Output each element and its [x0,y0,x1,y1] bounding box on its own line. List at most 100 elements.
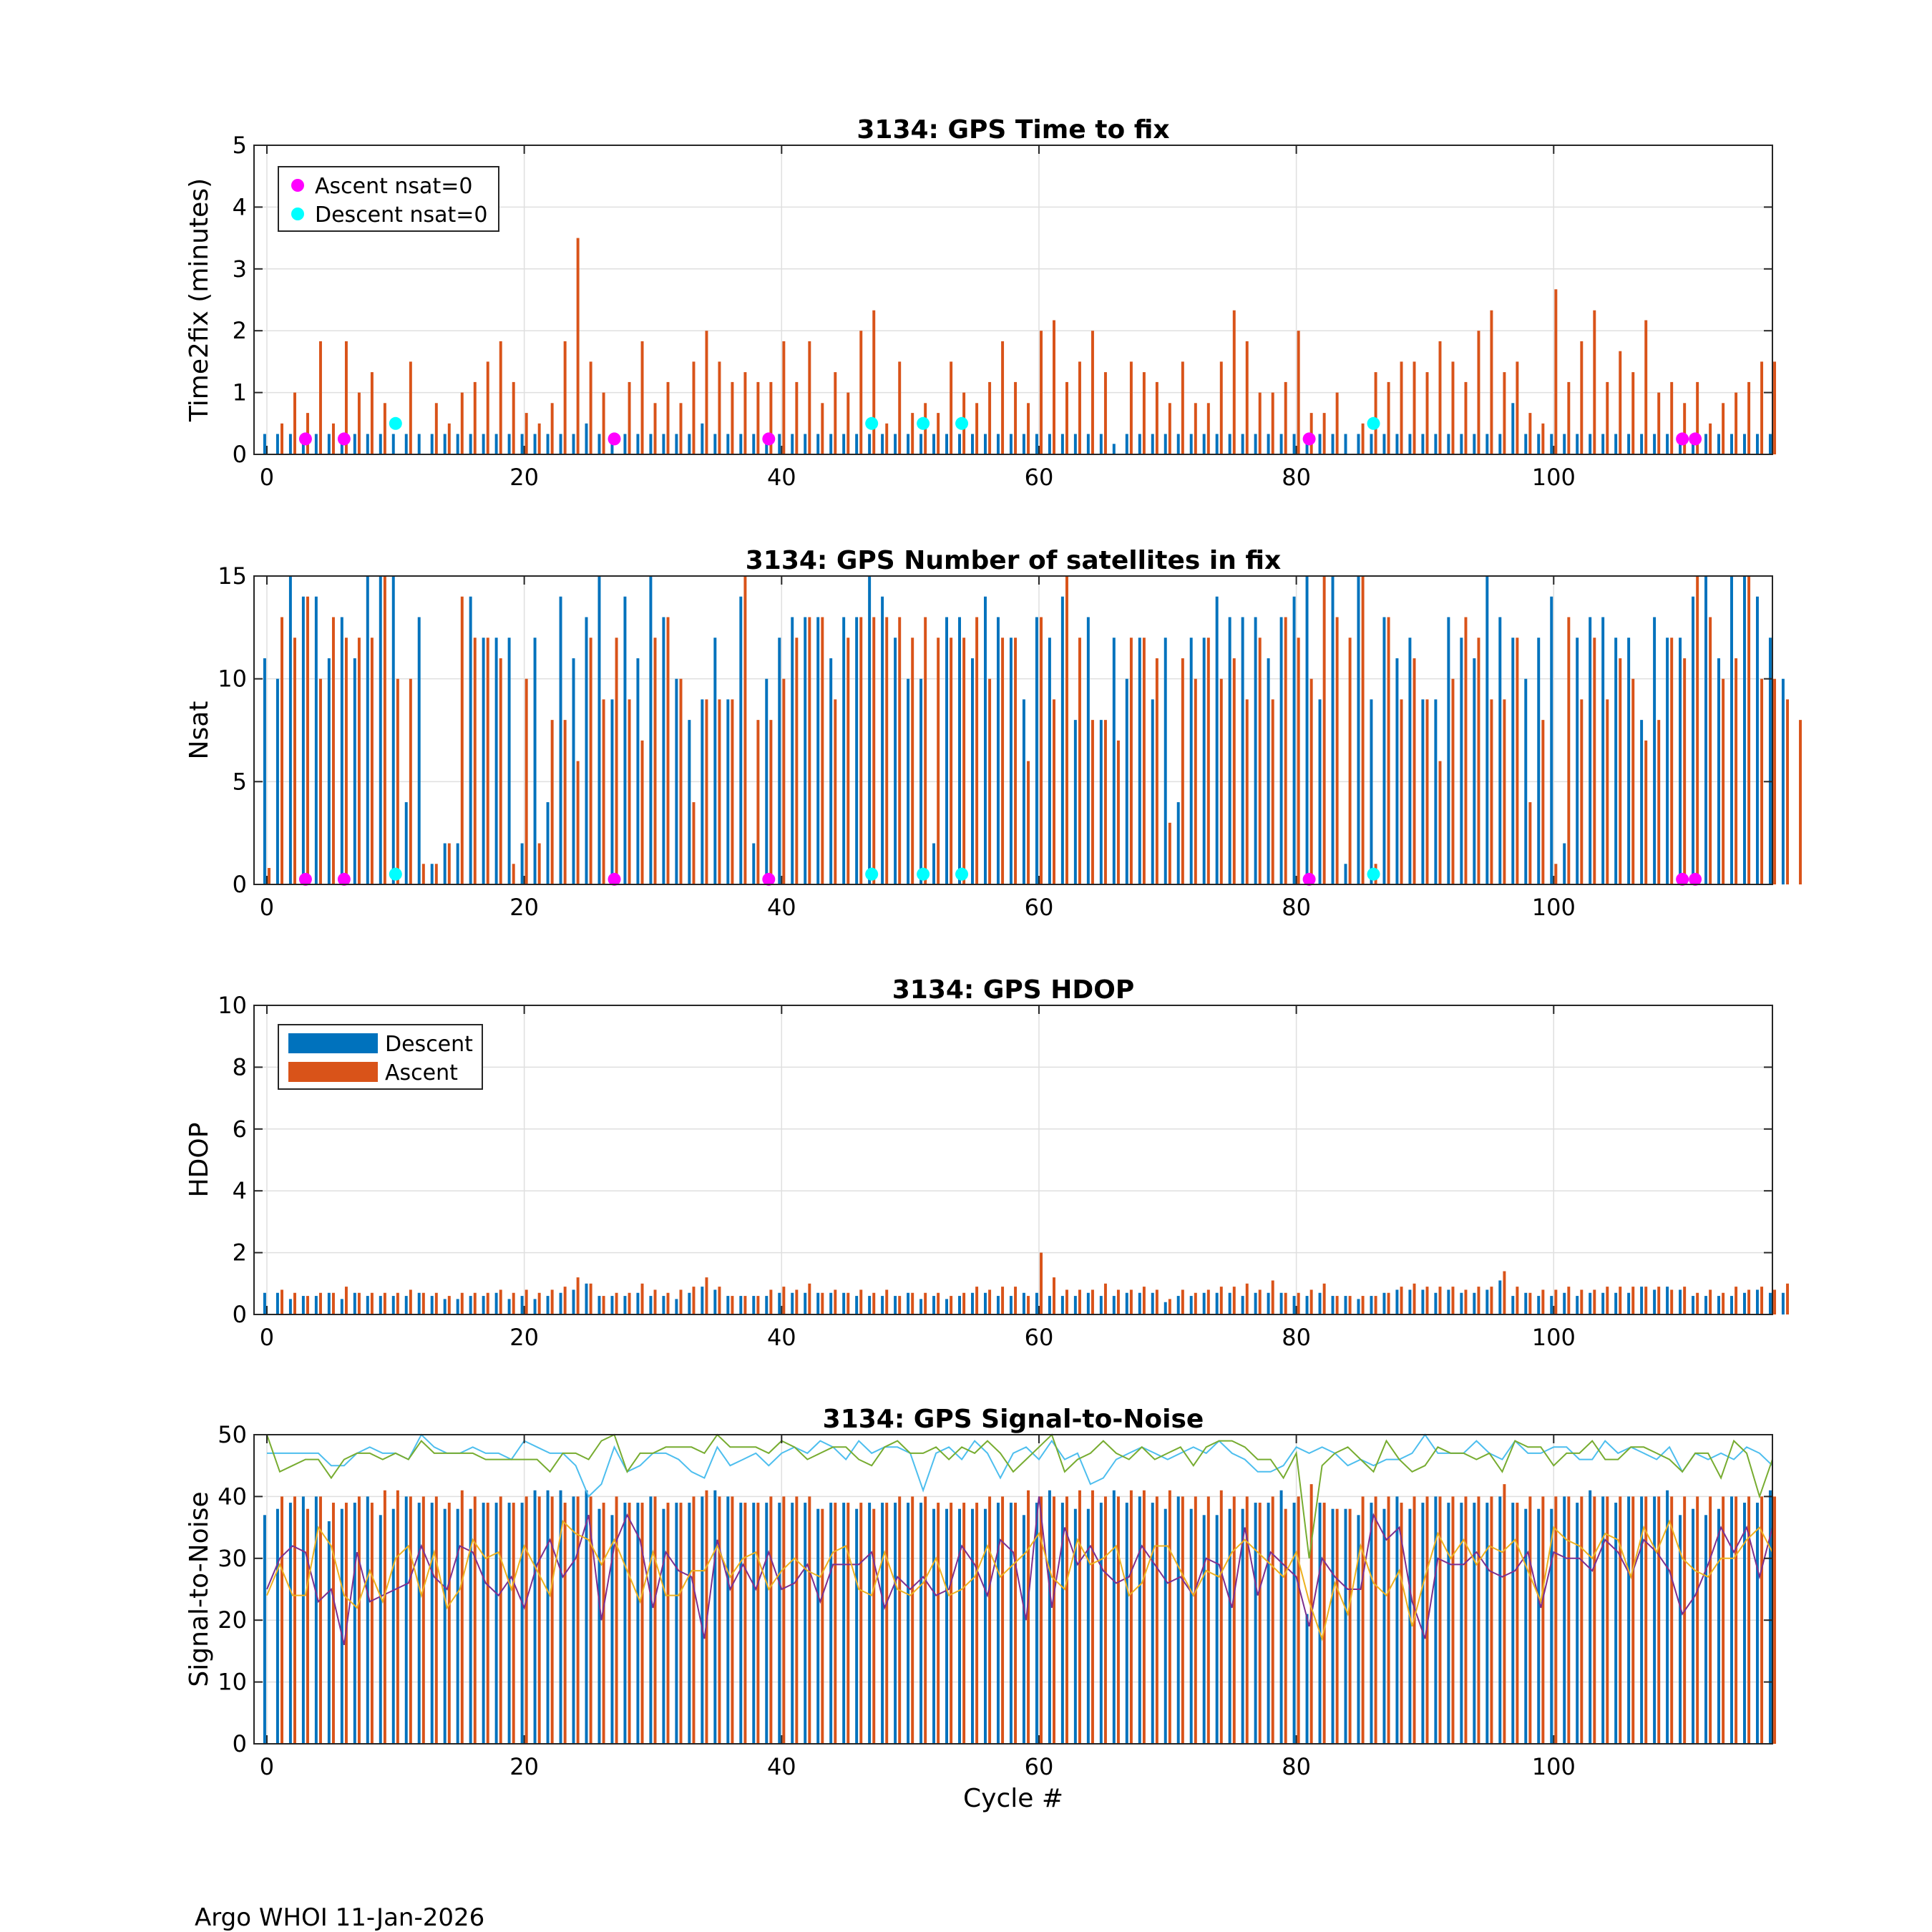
bar-descent-115 [1742,1292,1746,1314]
bar-descent-94 [1473,434,1476,454]
bar-ascent-61 [1053,320,1055,454]
bar-ascent-67 [1129,638,1133,884]
bar-ascent-109 [1670,1496,1674,1744]
bar-descent-34 [701,1287,704,1314]
bar-ascent-65 [1103,372,1107,454]
bar-descent-86 [1370,1296,1373,1314]
bar-descent-69 [1151,699,1154,884]
bar-ascent-88 [1400,1503,1403,1744]
bar-ascent-35 [718,699,721,884]
bar-ascent-21 [537,843,541,884]
bar-descent-23 [559,1490,562,1744]
bar-ascent-99 [1541,1496,1545,1744]
bar-ascent-106 [1631,678,1635,884]
bar-ascent-10 [396,1292,399,1314]
bar-ascent-43 [821,1292,824,1314]
bar-descent-109 [1666,1287,1669,1314]
bar-ascent-20 [525,678,528,884]
bar-descent-33 [688,1503,691,1744]
bar-descent-77 [1254,1292,1257,1314]
bar-descent-76 [1241,1296,1244,1314]
bar-ascent-47 [872,1292,876,1314]
bar-descent-116 [1755,1503,1759,1744]
bar-ascent-57 [1001,341,1005,454]
bar-descent-60 [1035,434,1038,454]
bar-descent-56 [983,1292,987,1314]
bar-descent-16 [469,1508,472,1744]
bar-ascent-40 [782,678,786,884]
marker-ascent-111 [1689,872,1702,886]
bar-descent-21 [533,1490,537,1744]
bar-descent-29 [636,1503,640,1744]
bar-ascent-110 [1683,658,1687,884]
bar-descent-71 [1176,434,1180,454]
bar-ascent-24 [576,238,580,454]
bar-descent-100 [1550,1508,1553,1744]
bar-descent-90 [1421,434,1425,454]
bar-descent-22 [546,1490,550,1744]
bar-ascent-77 [1258,1503,1262,1744]
bar-descent-56 [983,434,987,454]
x-tick-label: 20 [509,1324,539,1351]
bar-descent-89 [1408,434,1412,454]
bar-ascent-44 [834,1289,837,1314]
bar-ascent-70 [1168,822,1171,884]
bar-ascent-100 [1554,864,1558,884]
snr-line-3 [266,1496,1773,1646]
bar-descent-20 [520,434,524,454]
bar-descent-7 [353,1292,356,1314]
bar-ascent-97 [1516,1287,1519,1314]
bar-descent-53 [945,1508,949,1744]
bar-ascent-42 [808,1496,811,1744]
bar-ascent-14 [447,1296,451,1314]
bar-ascent-70 [1168,1299,1171,1314]
bar-ascent-25 [589,1496,592,1744]
bar-descent-15 [456,843,459,884]
y-tick-label: 5 [233,768,247,795]
x-tick-label: 20 [509,1753,539,1780]
bar-descent-27 [610,1515,614,1744]
bar-ascent-28 [628,1503,631,1744]
bar-descent-85 [1357,434,1360,454]
bar-ascent-77 [1258,1289,1262,1314]
bar-ascent-100 [1554,289,1558,454]
bar-ascent-41 [795,381,799,454]
bar-descent-59 [1022,1292,1025,1314]
bar-ascent-45 [847,1292,850,1314]
bar-ascent-69 [1155,381,1158,454]
bar-descent-91 [1434,434,1438,454]
bar-ascent-106 [1631,1287,1635,1314]
bar-ascent-75 [1232,658,1236,884]
marker-ascent-3 [298,872,312,886]
bar-ascent-29 [640,1503,644,1744]
bar-ascent-77 [1258,638,1262,884]
bar-descent-17 [482,1503,485,1744]
bar-ascent-35 [718,1287,721,1314]
bar-descent-28 [623,434,627,454]
bar-descent-19 [507,434,511,454]
bar-descent-21 [533,434,537,454]
bar-ascent-104 [1606,699,1609,884]
bar-ascent-67 [1129,1289,1133,1314]
bar-descent-5 [327,658,331,884]
bar-ascent-74 [1219,1490,1223,1744]
bar-descent-1 [275,678,279,884]
bar-descent-62 [1060,434,1064,454]
bar-ascent-65 [1103,1283,1107,1314]
bar-ascent-13 [434,1496,438,1744]
bar-ascent-105 [1619,1496,1622,1744]
legend-box [278,166,499,232]
bar-ascent-20 [525,413,528,454]
bar-descent-2 [288,1299,292,1314]
bar-descent-16 [469,1296,472,1314]
bar-ascent-25 [589,638,592,884]
bar-descent-43 [816,1508,820,1744]
bar-descent-2 [288,1503,292,1744]
y-axis-label: Nsat [185,701,214,760]
bar-ascent-22 [550,403,554,454]
y-tick-label: 2 [233,317,247,344]
bar-ascent-91 [1438,1496,1442,1744]
bar-ascent-19 [512,1503,515,1744]
x-tick-label: 60 [1025,464,1054,491]
bar-descent-49 [894,1503,897,1744]
